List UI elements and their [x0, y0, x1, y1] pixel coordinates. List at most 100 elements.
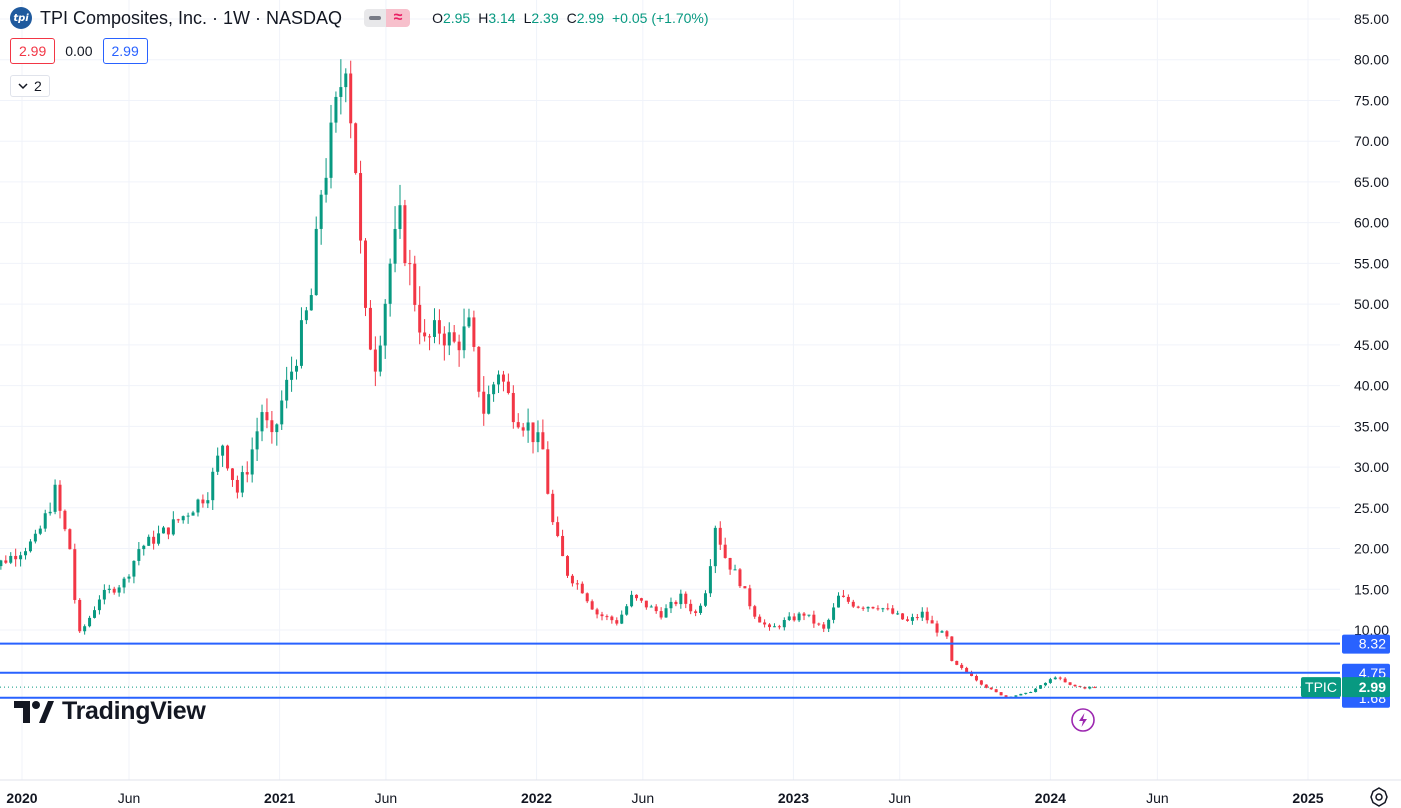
time-axis[interactable]: 2020 Jun 2021 Jun 2022 Jun 2023 Jun 2024 Jun 2025 [6, 790, 1323, 806]
candle-body [363, 240, 367, 308]
candle-body [881, 608, 885, 610]
symbol-title[interactable]: TPI Composites, Inc. · 1W · NASDAQ [40, 7, 343, 28]
candle-body [812, 614, 816, 624]
candle-body [566, 556, 570, 576]
y-tick-label: 80.00 [1354, 52, 1389, 68]
candle-body [970, 672, 974, 676]
candle-body [349, 73, 353, 124]
candle-body [245, 472, 249, 475]
settings-icon[interactable] [1368, 786, 1390, 808]
tradingview-wordmark: TradingView [62, 697, 206, 725]
candle-body [827, 619, 831, 629]
candle-body [501, 374, 505, 382]
candle-body [590, 601, 594, 610]
candle-body [634, 594, 638, 599]
candle-body [984, 684, 988, 688]
candle-body [78, 599, 82, 632]
candle-body [772, 626, 776, 628]
candle-body [817, 623, 821, 625]
candle-body [250, 449, 254, 475]
candle-body [649, 606, 653, 608]
candle-body [171, 519, 175, 535]
sell-button[interactable]: 2.99 [10, 38, 56, 64]
candle-body [851, 601, 855, 607]
candle-body [511, 392, 515, 423]
candle-body [521, 427, 525, 431]
candle-body [630, 594, 634, 607]
candle-body [467, 317, 471, 327]
y-tick-label: 25.00 [1354, 500, 1389, 516]
x-tick-label: 2022 [521, 790, 552, 806]
candle-body [270, 420, 274, 433]
candle-body [802, 613, 806, 616]
candle-body [886, 608, 890, 610]
candle-body [866, 606, 870, 609]
candle-body [166, 527, 170, 535]
candle-body [1024, 692, 1028, 694]
lightning-icon[interactable] [1071, 708, 1095, 732]
candle-body [408, 263, 412, 265]
tradingview-mark-icon [14, 700, 54, 723]
candle-body [221, 445, 225, 456]
candle-body [63, 510, 67, 530]
y-tick-label: 75.00 [1354, 92, 1389, 108]
candle-body [570, 575, 574, 584]
candle-body [1073, 684, 1077, 687]
candle-body [905, 619, 909, 621]
y-tick-label: 45.00 [1354, 337, 1389, 353]
candle-body [492, 384, 496, 395]
horizontal-lines[interactable] [0, 642, 1340, 699]
x-tick-label: Jun [632, 790, 655, 806]
market-closed-icon [364, 9, 387, 27]
ohlc-close: C2.99 [566, 10, 604, 26]
price-change: +0.05 (+1.70%) [612, 10, 709, 26]
candle-body [201, 499, 205, 504]
candle-body [161, 527, 165, 534]
x-tick-label: Jun [1146, 790, 1169, 806]
candle-body [930, 620, 934, 624]
candle-body [738, 569, 742, 587]
candle-body [359, 173, 363, 241]
candle-body [871, 606, 875, 609]
candle-body [551, 493, 555, 523]
candle-body [965, 667, 969, 673]
candle-body [107, 588, 111, 590]
ohlc-high: H3.14 [478, 10, 516, 26]
market-status-pill[interactable]: ≈ [364, 9, 411, 27]
buy-button[interactable]: 2.99 [102, 38, 148, 64]
candle-body [876, 608, 880, 610]
candle-body [580, 583, 584, 594]
candle-body [181, 516, 185, 521]
candle-body [339, 87, 343, 97]
candle-body [575, 583, 579, 585]
candle-body [482, 391, 486, 414]
candle-body [1083, 686, 1087, 689]
price-axis[interactable]: 10.00 15.00 20.00 25.00 30.00 35.00 40.00 45.00… [1354, 11, 1389, 638]
candle-body [694, 611, 698, 614]
candle-body [9, 555, 13, 563]
candle-body [600, 614, 604, 617]
candle-body [38, 528, 42, 534]
candle-body [526, 422, 530, 431]
tradingview-logo[interactable]: TradingView [14, 697, 206, 726]
indicators-toggle[interactable]: 2 [10, 75, 50, 97]
candle-body [68, 529, 72, 550]
x-tick-label: Jun [375, 790, 398, 806]
candle-body [344, 73, 348, 88]
last-price-label-bg [1342, 677, 1390, 698]
candle-body [226, 445, 230, 469]
candle-body [285, 379, 289, 401]
candle-body [329, 122, 333, 178]
hline-label: 8.32 [1359, 636, 1386, 652]
candle-body [1019, 693, 1023, 696]
y-tick-label: 30.00 [1354, 459, 1389, 475]
candle-body [837, 595, 841, 608]
candle-body [1053, 677, 1057, 680]
y-tick-label: 65.00 [1354, 174, 1389, 190]
chevron-down-icon [18, 83, 28, 90]
x-tick-label: 2021 [264, 790, 295, 806]
candle-body [122, 578, 126, 588]
x-tick-label: 2020 [6, 790, 37, 806]
